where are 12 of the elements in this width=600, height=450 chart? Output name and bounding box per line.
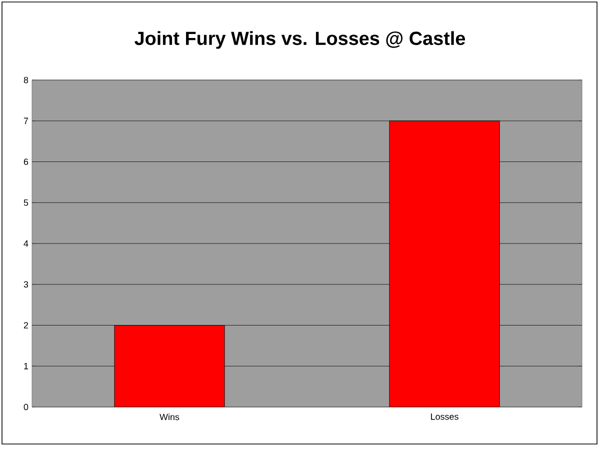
y-tick-label: 7	[24, 118, 28, 124]
chart-title: Joint Fury Wins vs. Losses @ Castle	[134, 31, 466, 49]
y-tick-label: 6	[24, 158, 28, 165]
x-tick-label: Losses	[431, 414, 458, 420]
x-tick-label: Wins	[160, 414, 180, 420]
y-tick-label: 0	[24, 404, 28, 410]
y-tick-label: 3	[24, 281, 28, 288]
y-tick-label: 8	[24, 76, 28, 84]
y-tick-label: 4	[24, 240, 28, 247]
y-tick-label: 2	[24, 322, 28, 328]
y-tick-label: 1	[24, 363, 28, 370]
y-tick-label: 5	[24, 199, 28, 206]
